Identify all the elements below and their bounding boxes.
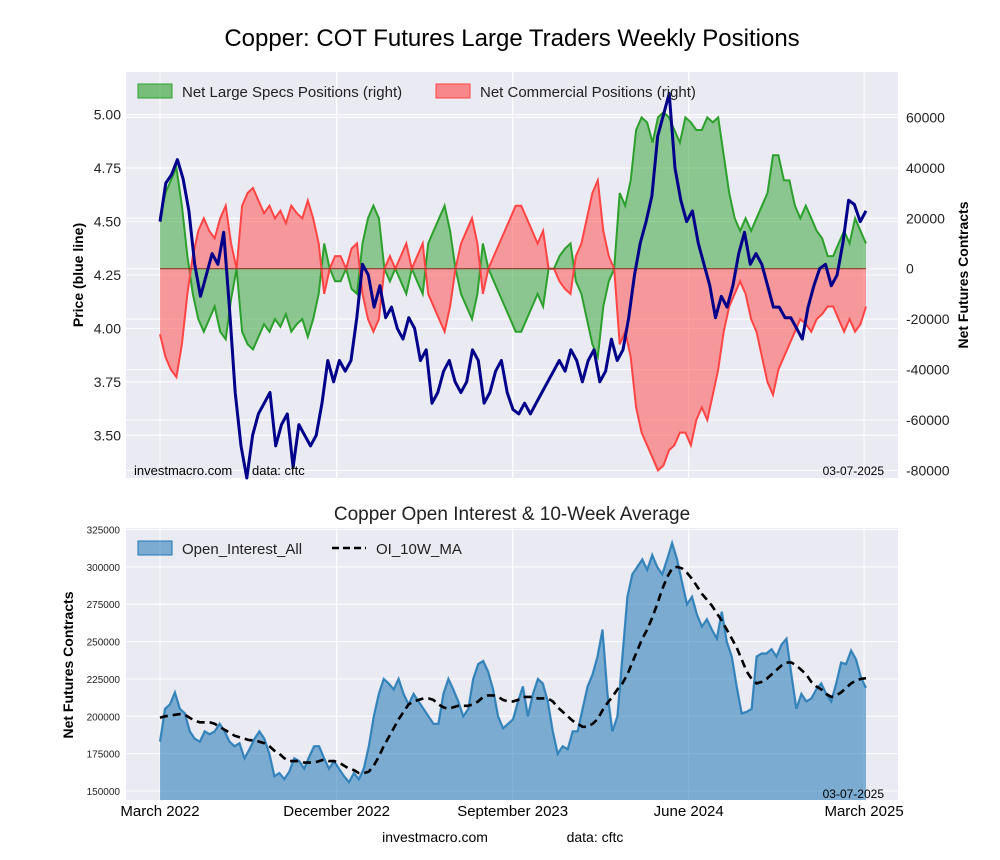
figure-title: Copper: COT Futures Large Traders Weekly…	[224, 25, 799, 52]
net-large-specs-area	[160, 112, 866, 357]
top-source-note: data: cftc	[252, 463, 305, 478]
bottom-date-label: 03-07-2025	[823, 787, 885, 801]
legend-swatch-specs	[137, 83, 173, 99]
net-large-specs-line	[159, 110, 867, 361]
legend-label-specs: Net Large Specs Positions (right)	[182, 84, 402, 101]
price-axis-ticks: 3.50 3.75 4.00 4.25 4.50 4.75 5.00	[94, 107, 121, 444]
net-contracts-tick-label: -60000	[906, 412, 950, 428]
oi-10w-ma-line	[159, 565, 867, 775]
price-tick-label: 4.00	[94, 320, 121, 336]
net-contracts-tick-label: -40000	[906, 362, 950, 378]
price-tick-label: 4.50	[94, 214, 121, 230]
price-tick-label: 5.00	[94, 107, 121, 123]
open-interest-tick-label: 300000	[87, 563, 121, 574]
bottom-series	[158, 539, 867, 800]
net-contracts-axis-ticks: -80000 -60000 -40000 -20000 0 20000 40000 60000	[906, 109, 950, 478]
top-series	[158, 91, 868, 480]
price-tick-label: 3.75	[94, 374, 121, 390]
open-interest-chart: Copper Open Interest & 10-Week Average 1…	[60, 504, 904, 820]
legend-swatch-open-interest	[137, 540, 173, 556]
price-positions-chart: 3.50 3.75 4.00 4.25 4.50 4.75 5.00 -80000 -6000…	[70, 72, 971, 480]
price-line	[158, 91, 868, 480]
date-tick-label: March 2025	[824, 803, 903, 820]
open-interest-tick-label: 225000	[87, 675, 121, 686]
open-interest-line	[158, 539, 867, 785]
price-tick-label: 3.50	[94, 427, 121, 443]
bottom-legend: Open_Interest_All OI_10W_MA	[137, 540, 462, 558]
footer-source: investmacro.com	[382, 829, 488, 845]
price-tick-label: 4.75	[94, 160, 121, 176]
footer-data: data: cftc	[567, 829, 624, 845]
open-interest-tick-label: 275000	[87, 600, 121, 611]
net-contracts-tick-label: -20000	[906, 311, 950, 327]
date-tick-label: December 2022	[283, 803, 390, 820]
bottom-title: Copper Open Interest & 10-Week Average	[334, 504, 690, 525]
net-contracts-tick-label: 60000	[906, 109, 945, 125]
date-tick-label: June 2024	[654, 803, 724, 820]
top-watermark: investmacro.com	[134, 463, 232, 478]
open-interest-axis-ticks: 150000 175000 200000 225000 250000 275000 3000…	[87, 525, 121, 798]
open-interest-tick-label: 250000	[87, 638, 121, 649]
open-interest-tick-label: 200000	[87, 712, 121, 723]
net-commercial-line	[159, 176, 867, 473]
legend-label-ma: OI_10W_MA	[376, 541, 462, 558]
top-legend: Net Large Specs Positions (right) Net Co…	[137, 83, 696, 101]
price-axis-label: Price (blue line)	[70, 223, 86, 327]
net-contracts-tick-label: 0	[906, 261, 914, 277]
open-interest-tick-label: 325000	[87, 525, 121, 536]
open-interest-area	[160, 542, 866, 800]
net-contracts-axis-label: Net Futures Contracts	[955, 201, 971, 348]
legend-label-commercial: Net Commercial Positions (right)	[480, 84, 696, 101]
date-axis-ticks: March 2022 December 2022 September 2023 Jun…	[120, 803, 903, 820]
date-tick-label: September 2023	[457, 803, 568, 820]
net-contracts-tick-label: -80000	[906, 462, 950, 478]
open-interest-tick-label: 150000	[87, 787, 121, 798]
net-contracts-tick-label: 20000	[906, 210, 945, 226]
date-tick-label: March 2022	[120, 803, 199, 820]
open-interest-tick-label: 175000	[87, 750, 121, 761]
legend-swatch-commercial	[435, 83, 471, 99]
open-interest-axis-label: Net Futures Contracts	[60, 591, 76, 738]
top-date-label: 03-07-2025	[823, 464, 885, 478]
net-contracts-tick-label: 40000	[906, 160, 945, 176]
price-tick-label: 4.25	[94, 267, 121, 283]
legend-label-open-interest: Open_Interest_All	[182, 541, 302, 558]
net-commercial-area	[160, 180, 866, 471]
